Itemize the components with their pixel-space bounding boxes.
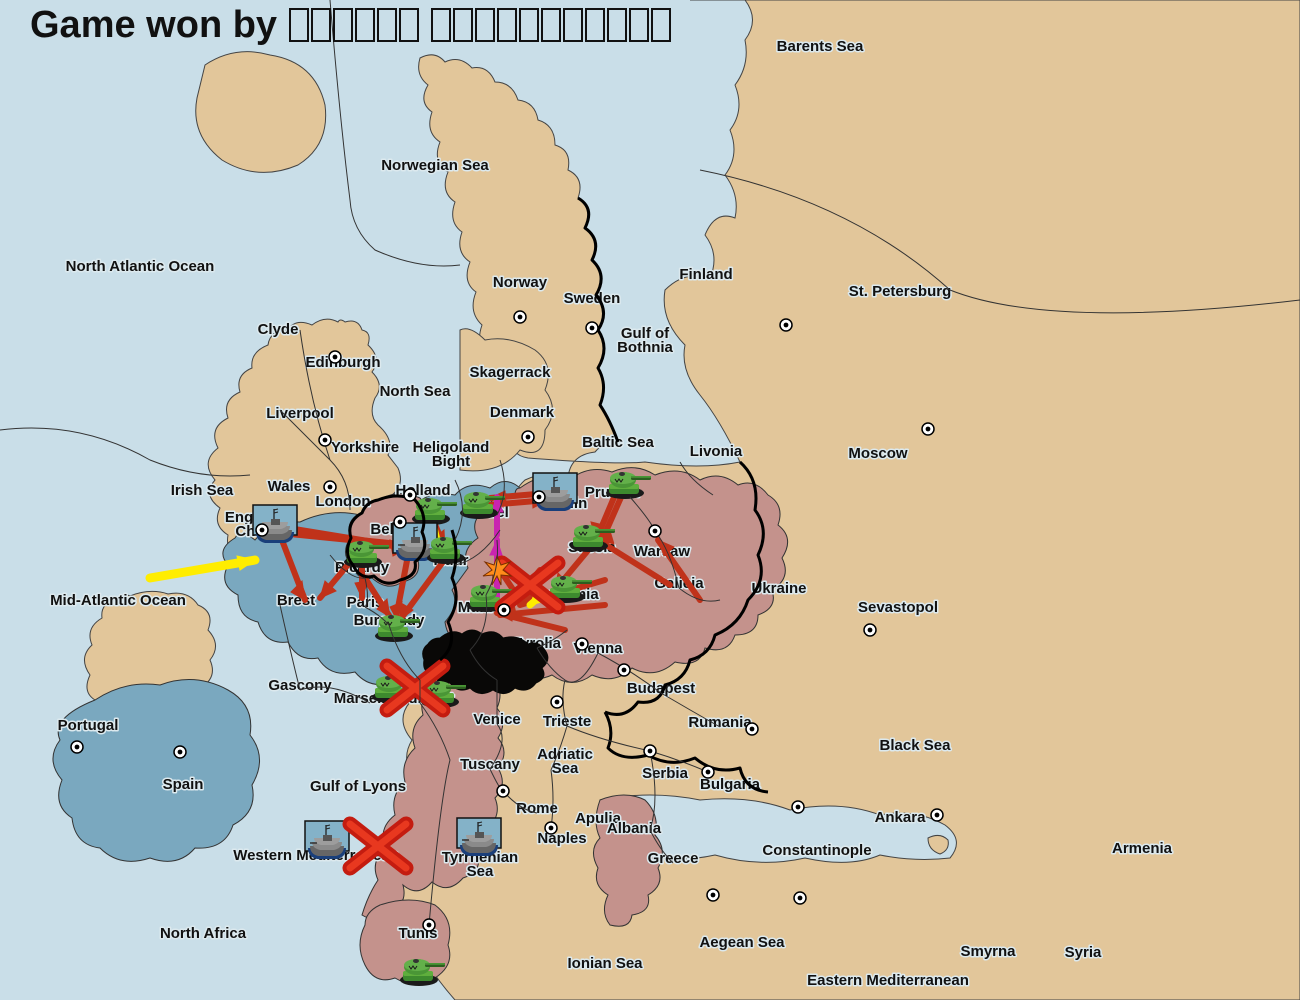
svg-text:Wales: Wales — [268, 478, 311, 495]
svg-text:North Atlantic Ocean: North Atlantic Ocean — [66, 258, 215, 275]
svg-text:Sevastopol: Sevastopol — [858, 599, 938, 616]
svg-text:Liverpool: Liverpool — [266, 405, 334, 422]
svg-text:Skagerrack: Skagerrack — [470, 364, 552, 381]
svg-text:Gascony: Gascony — [268, 677, 332, 694]
svg-text:Irish Sea: Irish Sea — [171, 482, 234, 499]
svg-text:Ionian Sea: Ionian Sea — [567, 955, 643, 972]
svg-text:Edinburgh: Edinburgh — [306, 354, 381, 371]
svg-text:North Africa: North Africa — [160, 925, 247, 942]
svg-text:Greece: Greece — [648, 850, 699, 867]
svg-text:Spain: Spain — [163, 776, 204, 793]
svg-text:Barents Sea: Barents Sea — [777, 38, 864, 55]
svg-text:Ankara: Ankara — [875, 809, 927, 826]
svg-text:North Sea: North Sea — [380, 383, 452, 400]
svg-text:Norway: Norway — [493, 274, 548, 291]
svg-text:Baltic Sea: Baltic Sea — [582, 434, 654, 451]
svg-text:Norwegian Sea: Norwegian Sea — [381, 157, 489, 174]
svg-text:Bight: Bight — [432, 453, 470, 470]
svg-text:Constantinople: Constantinople — [762, 842, 871, 859]
svg-text:Syria: Syria — [1065, 944, 1102, 961]
svg-text:Bothnia: Bothnia — [617, 339, 673, 356]
svg-text:Rome: Rome — [516, 800, 558, 817]
svg-text:Yorkshire: Yorkshire — [331, 439, 399, 456]
svg-text:Serbia: Serbia — [642, 765, 689, 782]
svg-text:Clyde: Clyde — [258, 321, 299, 338]
svg-text:Mid-Atlantic Ocean: Mid-Atlantic Ocean — [50, 592, 186, 609]
svg-text:London: London — [316, 493, 371, 510]
svg-text:Eastern Mediterranean: Eastern Mediterranean — [807, 972, 969, 989]
svg-text:Albania: Albania — [607, 820, 662, 837]
svg-text:Moscow: Moscow — [848, 445, 908, 462]
svg-text:Sea: Sea — [467, 863, 494, 880]
svg-text:Livonia: Livonia — [690, 443, 743, 460]
svg-text:Smyrna: Smyrna — [960, 943, 1016, 960]
svg-text:Armenia: Armenia — [1112, 840, 1173, 857]
svg-text:Rumania: Rumania — [688, 714, 752, 731]
svg-text:Sea: Sea — [552, 760, 579, 777]
svg-text:St. Petersburg: St. Petersburg — [849, 283, 952, 300]
svg-text:Aegean Sea: Aegean Sea — [699, 934, 785, 951]
svg-text:Denmark: Denmark — [490, 404, 555, 421]
svg-text:Finland: Finland — [679, 266, 732, 283]
svg-text:Black Sea: Black Sea — [880, 737, 952, 754]
svg-text:Portugal: Portugal — [58, 717, 119, 734]
svg-text:Gulf of Lyons: Gulf of Lyons — [310, 778, 406, 795]
svg-text:Naples: Naples — [537, 830, 586, 847]
svg-text:Sweden: Sweden — [564, 290, 621, 307]
